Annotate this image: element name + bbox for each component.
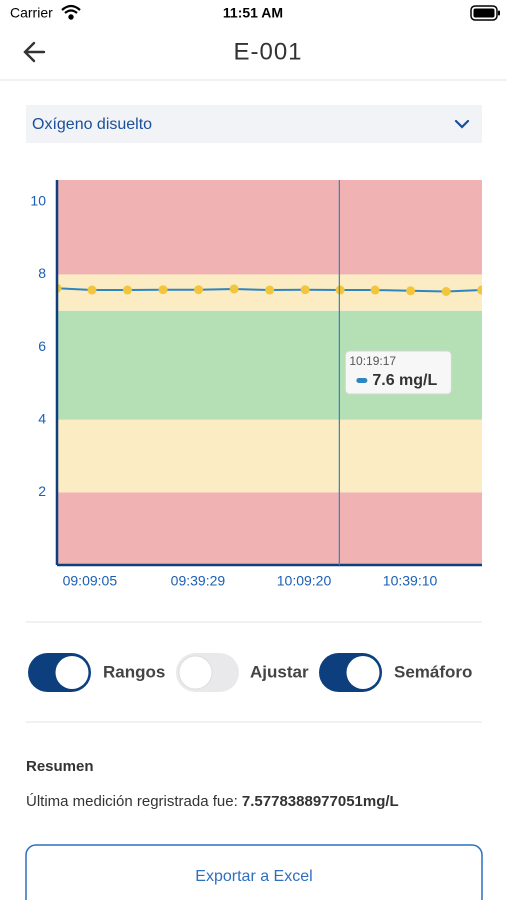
x-tick-label: 09:09:05	[63, 573, 118, 589]
data-point	[194, 285, 204, 295]
back-button[interactable]	[23, 41, 46, 63]
data-point	[158, 285, 168, 295]
chevron	[454, 119, 470, 129]
data-point	[122, 285, 132, 295]
x-tick-label: 09:39:29	[171, 573, 226, 589]
data-point	[229, 284, 239, 294]
data-point	[477, 285, 482, 295]
plot-area	[57, 180, 482, 565]
toggle-knob	[55, 656, 89, 689]
button-box[interactable]	[25, 844, 483, 900]
range-band	[57, 180, 482, 275]
tooltip: 10:19:17 7.6 mg/L	[344, 350, 452, 395]
data-point	[87, 285, 97, 295]
toggle[interactable]: Rangos	[28, 653, 165, 692]
export-button[interactable]: Exportar a Excel	[25, 844, 483, 900]
toggles: Rangos Ajustar Semáforo	[28, 653, 472, 692]
toggle-label: Semáforo	[394, 662, 472, 681]
y-tick-label: 2	[38, 483, 46, 499]
summary-title: Resumen	[26, 758, 94, 775]
data-point	[335, 285, 345, 295]
data-point	[370, 285, 380, 295]
data-point	[300, 285, 310, 295]
toggle-label: Rangos	[103, 662, 165, 681]
selector-box[interactable]	[26, 105, 482, 143]
y-tick-label: 6	[38, 338, 46, 354]
data-point	[265, 285, 275, 295]
summary-text: Última medición regristrada fue: 7.57783…	[26, 793, 399, 810]
tooltip-value: 7.6 mg/L	[372, 372, 437, 389]
y-tick-label: 10	[30, 192, 46, 208]
wifi-icon	[61, 4, 81, 20]
y-tick-label: 8	[38, 265, 46, 281]
toggle[interactable]: Semáforo	[319, 653, 472, 692]
toggle[interactable]: Ajustar	[176, 653, 309, 692]
range-band	[57, 492, 482, 565]
y-tick-label: 4	[38, 410, 46, 426]
data-point	[406, 286, 416, 296]
button-label: Exportar a Excel	[195, 868, 312, 885]
x-tick-label: 10:09:20	[277, 573, 332, 589]
clock: 11:51 AM	[223, 5, 283, 21]
toggle-label: Ajustar	[250, 662, 309, 681]
data-point	[441, 287, 451, 297]
summary-value: 7.5778388977051mg/L	[242, 793, 399, 810]
tooltip-swatch	[356, 378, 368, 383]
tooltip-box	[344, 350, 452, 395]
selector[interactable]: Oxígeno disuelto	[26, 105, 482, 143]
range-band	[57, 419, 482, 493]
battery-icon	[470, 5, 500, 21]
toggle-knob	[346, 656, 380, 689]
toggle-knob	[178, 655, 213, 690]
x-tick-label: 10:39:10	[383, 573, 438, 589]
selector-label: Oxígeno disuelto	[32, 116, 152, 133]
tooltip-time: 10:19:17	[349, 354, 396, 368]
header-title: E-001	[233, 38, 302, 65]
summary-label: Última medición regristrada fue:	[26, 793, 242, 810]
chart: 2 4 6 8 10 09:09:05 09:39:29 10:09:20 10:39:10 10…	[30, 180, 482, 589]
carrier: Carrier	[10, 5, 53, 21]
